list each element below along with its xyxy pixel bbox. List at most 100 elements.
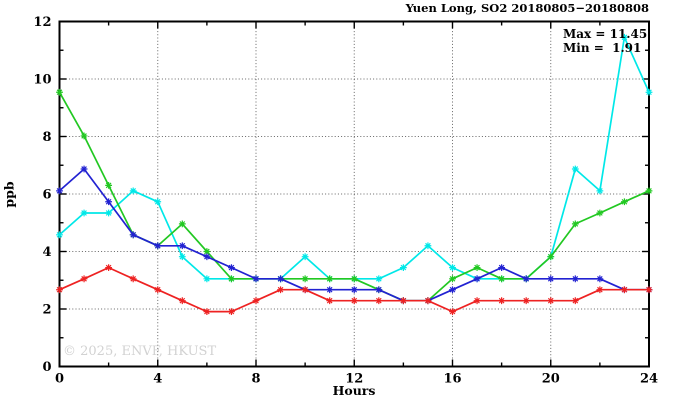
data-point-marker-day-blue (473, 275, 481, 283)
data-point-marker-day-red (547, 297, 555, 305)
data-point-marker-day-blue (571, 275, 579, 283)
x-axis-label: Hours (332, 383, 376, 398)
data-point-marker-day-red (203, 308, 211, 315)
data-point-marker-day-green (203, 248, 211, 255)
data-point-marker-day-cyan (154, 198, 162, 206)
data-point-marker-day-cyan (375, 275, 383, 283)
data-point-marker-day-blue (56, 187, 63, 195)
data-point-marker-day-red (301, 286, 309, 294)
data-point-marker-day-green (80, 132, 88, 140)
data-point-marker-day-cyan (571, 165, 579, 173)
data-point-marker-day-blue (498, 264, 506, 271)
data-point-marker-day-green (449, 275, 456, 283)
data-point-marker-day-red (178, 297, 186, 305)
data-point-marker-day-red (228, 308, 235, 315)
data-point-marker-day-green (621, 198, 628, 206)
x-tick-label: 8 (251, 372, 260, 387)
data-point-marker-day-cyan (449, 264, 456, 271)
data-point-marker-day-red (350, 297, 358, 305)
y-tick-label: 12 (33, 15, 51, 30)
data-point-marker-day-green (498, 275, 506, 283)
data-point-marker-day-red (522, 297, 530, 305)
data-point-marker-day-red (154, 286, 162, 294)
data-point-marker-day-green (350, 275, 358, 283)
data-point-marker-day-blue (178, 242, 186, 250)
y-tick-label: 2 (42, 303, 51, 318)
data-point-marker-day-blue (596, 275, 604, 283)
data-point-marker-day-blue (326, 286, 334, 294)
data-point-marker-day-blue (228, 264, 235, 271)
x-tick-label: 4 (153, 372, 162, 387)
data-point-marker-day-blue (154, 242, 162, 250)
data-point-marker-day-cyan (621, 33, 628, 41)
data-point-marker-day-cyan (645, 88, 653, 96)
data-point-marker-day-red (105, 264, 113, 271)
data-point-marker-day-cyan (129, 187, 137, 195)
data-point-marker-day-red (277, 286, 284, 294)
data-point-marker-day-red (596, 286, 604, 294)
data-point-marker-day-green (645, 187, 653, 195)
data-point-marker-day-red (252, 297, 260, 305)
data-point-marker-day-red (56, 286, 63, 294)
data-point-marker-day-cyan (105, 209, 113, 217)
data-point-marker-day-red (473, 297, 481, 305)
data-point-marker-day-blue (375, 286, 383, 294)
data-point-marker-day-green (326, 275, 334, 283)
data-point-marker-day-blue (105, 198, 113, 206)
data-point-marker-day-green (596, 209, 604, 217)
data-point-marker-day-red (80, 275, 88, 283)
data-point-marker-day-red (645, 286, 653, 294)
series-line-day-green (58, 91, 650, 302)
data-point-marker-day-red (326, 297, 334, 305)
watermark: © 2025, ENVF, HKUST (63, 344, 217, 359)
y-tick-label: 6 (42, 188, 51, 203)
y-tick-label: 4 (42, 245, 51, 260)
data-point-marker-day-blue (522, 275, 530, 283)
max-annotation: Max = 11.45 (563, 27, 648, 41)
y-tick-label: 0 (42, 360, 51, 375)
data-point-marker-day-blue (252, 275, 260, 283)
min-annotation: Min = 1.91 (563, 40, 642, 55)
y-tick-label: 8 (42, 130, 51, 145)
data-point-marker-day-blue (80, 165, 88, 173)
data-point-marker-day-blue (203, 253, 211, 261)
x-tick-label: 12 (345, 372, 363, 387)
data-point-marker-day-cyan (596, 187, 604, 195)
data-point-marker-day-red (571, 297, 579, 305)
data-point-marker-day-green (547, 253, 555, 261)
data-point-marker-day-cyan (56, 231, 63, 239)
data-point-marker-day-green (571, 220, 579, 228)
data-point-marker-day-cyan (301, 253, 309, 261)
data-point-marker-day-green (473, 264, 481, 271)
data-point-marker-day-green (178, 220, 186, 228)
x-tick-label: 0 (55, 372, 64, 387)
y-axis-label: ppb (1, 181, 17, 208)
chart-title: Yuen Long, SO2 20180805−20180808 (405, 1, 649, 15)
data-point-marker-day-blue (449, 286, 456, 294)
data-point-marker-day-green (56, 88, 63, 96)
data-point-marker-day-blue (350, 286, 358, 294)
data-point-marker-day-red (129, 275, 137, 283)
x-tick-label: 20 (542, 372, 560, 387)
data-point-marker-day-red (424, 297, 432, 305)
data-point-marker-day-red (621, 286, 628, 294)
data-point-marker-day-green (301, 275, 309, 283)
data-point-marker-day-cyan (424, 242, 432, 250)
data-point-marker-day-red (449, 308, 456, 315)
data-point-marker-day-blue (277, 275, 284, 283)
stats-annotation: Max = 11.45 Min = 1.91 (563, 27, 648, 55)
x-tick-label: 24 (640, 372, 658, 387)
data-point-marker-day-red (375, 297, 383, 305)
x-tick-label: 16 (443, 372, 461, 387)
y-tick-label: 10 (33, 73, 51, 88)
data-point-marker-day-cyan (80, 209, 88, 217)
data-point-marker-day-red (399, 297, 407, 305)
data-point-marker-day-cyan (203, 275, 211, 283)
data-point-marker-day-red (498, 297, 506, 305)
data-point-marker-day-blue (547, 275, 555, 283)
data-point-marker-day-cyan (178, 253, 186, 261)
data-point-marker-day-cyan (399, 264, 407, 271)
data-point-marker-day-green (105, 181, 113, 189)
